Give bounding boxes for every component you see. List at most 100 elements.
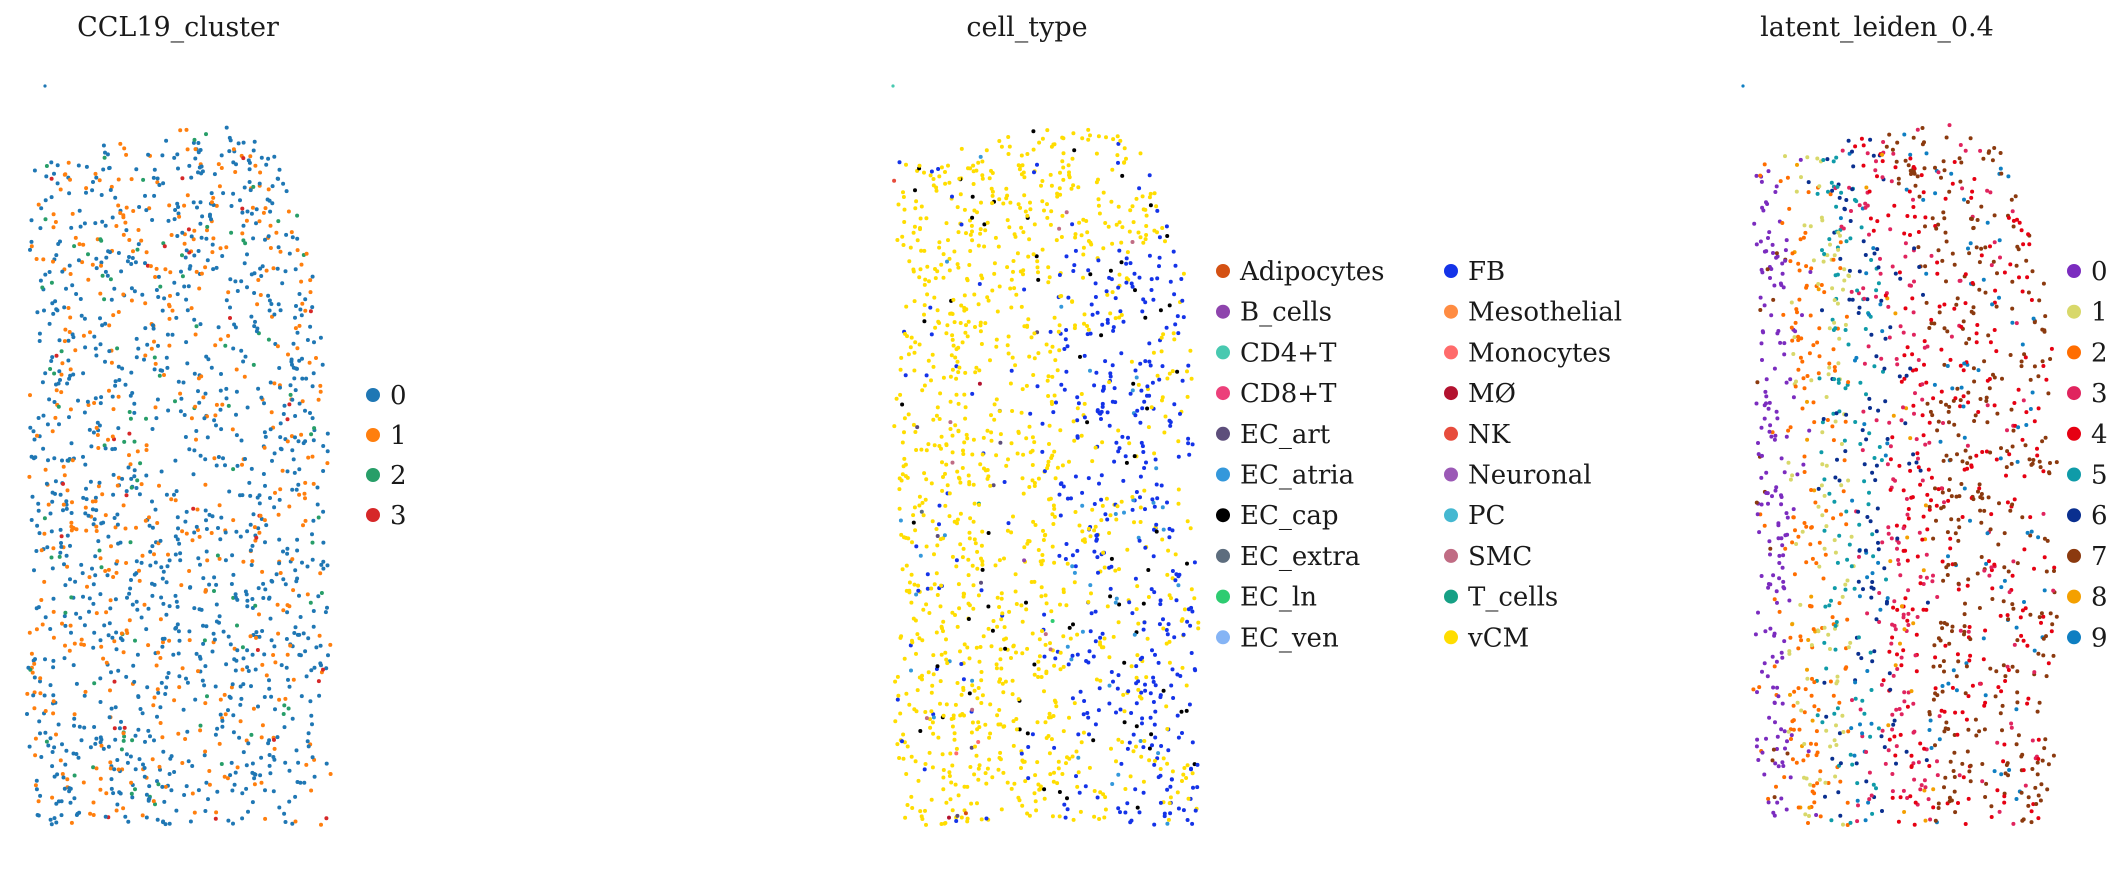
data-point — [82, 693, 87, 698]
data-point — [289, 434, 294, 439]
data-point — [2020, 342, 2025, 347]
data-point — [1916, 245, 1921, 250]
data-point — [962, 293, 967, 298]
data-point — [105, 273, 110, 278]
data-point — [1760, 669, 1764, 674]
data-point — [959, 222, 964, 227]
data-point — [998, 647, 1003, 652]
data-point — [1011, 259, 1016, 263]
data-point — [1079, 233, 1084, 238]
data-point — [119, 269, 124, 274]
data-point — [1096, 570, 1100, 575]
data-point — [1759, 425, 1764, 430]
data-point — [128, 540, 133, 545]
data-point — [62, 614, 67, 619]
data-point — [48, 627, 53, 631]
data-point — [927, 279, 931, 284]
data-point — [1858, 722, 1862, 727]
data-point — [1935, 759, 1939, 764]
data-point — [1058, 667, 1063, 672]
data-point — [1088, 368, 1092, 373]
data-point — [108, 766, 113, 771]
data-point — [1068, 636, 1073, 641]
data-point — [950, 367, 955, 372]
data-point — [950, 610, 955, 615]
data-point — [969, 730, 974, 735]
data-point — [1060, 772, 1065, 776]
data-point — [129, 485, 134, 490]
data-point — [240, 667, 245, 672]
data-point — [1883, 761, 1888, 766]
data-point — [1181, 772, 1186, 777]
data-point — [132, 410, 137, 415]
data-point — [976, 302, 981, 307]
data-point — [216, 162, 221, 167]
data-point — [1816, 504, 1821, 509]
data-point — [1958, 404, 1963, 409]
data-point — [988, 358, 992, 363]
data-point — [1096, 197, 1101, 202]
data-point — [132, 572, 137, 577]
data-point — [1088, 240, 1093, 245]
data-point — [1787, 598, 1792, 603]
data-point — [1153, 709, 1158, 714]
data-point — [1107, 701, 1112, 706]
data-point — [2041, 614, 2046, 619]
data-point — [1995, 788, 2000, 793]
data-point — [134, 355, 139, 360]
data-point — [231, 821, 235, 826]
data-point — [311, 624, 316, 629]
data-point — [272, 381, 277, 386]
data-point — [59, 534, 64, 539]
data-point — [280, 468, 285, 473]
data-point — [1052, 506, 1057, 511]
data-point — [1886, 531, 1891, 536]
data-point — [2011, 224, 2016, 229]
data-point — [1175, 369, 1180, 374]
data-point — [314, 645, 319, 650]
data-point — [247, 480, 252, 485]
data-point — [1940, 258, 1945, 263]
data-point — [952, 737, 957, 742]
data-point — [259, 155, 264, 160]
data-point — [1753, 632, 1758, 637]
data-point — [1009, 786, 1014, 791]
data-point — [1820, 720, 1825, 725]
data-point — [1927, 420, 1932, 425]
data-point — [1861, 587, 1865, 592]
data-point — [1942, 168, 1947, 173]
data-point — [1906, 507, 1911, 511]
data-point — [1861, 143, 1866, 148]
data-point — [320, 362, 325, 367]
data-point — [196, 389, 200, 394]
data-point — [1857, 548, 1862, 553]
data-point — [192, 317, 197, 322]
data-point — [2011, 606, 2016, 611]
data-point — [1093, 609, 1098, 614]
data-point — [1856, 635, 1861, 640]
data-point — [2007, 768, 2012, 772]
data-point — [966, 573, 971, 578]
data-point — [1040, 553, 1045, 557]
data-point — [1159, 483, 1164, 488]
data-point — [1081, 252, 1086, 257]
data-point — [236, 141, 241, 146]
data-point — [1139, 388, 1144, 393]
data-point — [1970, 683, 1975, 688]
data-point — [1138, 739, 1143, 743]
data-point — [1837, 478, 1842, 483]
data-point — [1755, 380, 1760, 385]
data-point — [1836, 247, 1841, 252]
data-point — [929, 169, 934, 174]
data-point — [1861, 286, 1866, 291]
data-point — [986, 298, 991, 303]
data-point — [26, 665, 31, 670]
data-point — [1077, 523, 1082, 528]
data-point — [2010, 444, 2015, 449]
data-point — [2002, 565, 2007, 570]
data-point — [254, 329, 259, 334]
data-point — [271, 789, 276, 794]
data-point — [1845, 823, 1850, 827]
data-point — [1877, 591, 1882, 595]
data-point — [1180, 378, 1185, 383]
